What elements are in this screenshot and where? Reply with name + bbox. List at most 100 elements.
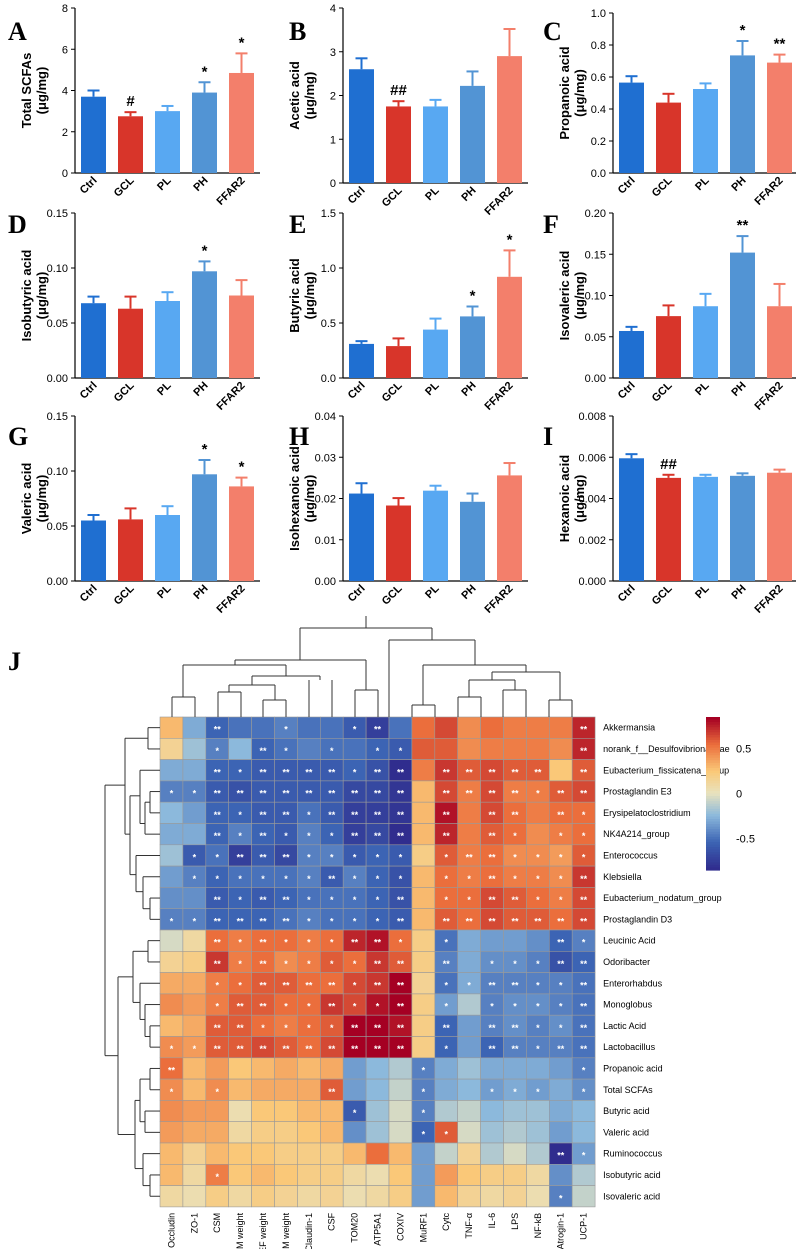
colorbar-segment <box>706 727 720 731</box>
heatmap-col-label: Claudin-1 <box>304 1213 314 1249</box>
y-tick-label: 0.05 <box>47 521 68 533</box>
heatmap-row-label: Valeric acid <box>603 1127 649 1137</box>
heatmap-significance: * <box>582 1065 586 1075</box>
y-tick-label: 0.002 <box>578 535 606 547</box>
heatmap-cell <box>159 844 184 867</box>
heatmap-significance: * <box>261 874 265 884</box>
heatmap-row-label: Eubacterium_fissicatena_group <box>603 765 729 775</box>
category-label: GCL <box>112 174 137 199</box>
heatmap-cell <box>205 1057 230 1080</box>
heatmap-cell <box>182 801 207 824</box>
heatmap-significance: * <box>215 852 219 862</box>
heatmap-significance: ** <box>557 789 565 799</box>
bar-panel-a: A 0 2 4 6 8 Total SCFAs(μg/mg) Ctrl # GCL PL * PH * FF… <box>8 3 260 208</box>
bar-panel-c: C 0.0 0.2 0.4 0.6 0.8 1.0 Propanoic acid(μg/mg)… <box>543 8 796 208</box>
colorbar-segment <box>706 788 720 792</box>
colorbar-segment <box>706 755 720 759</box>
heatmap-cell <box>411 780 436 803</box>
bar-pl <box>155 515 180 581</box>
colorbar-segment <box>706 768 720 772</box>
category-label: PL <box>423 582 442 601</box>
heatmap-cell <box>159 950 184 973</box>
heatmap-cell <box>205 1121 230 1144</box>
heatmap-cell <box>411 993 436 1016</box>
heatmap-significance: * <box>513 1087 517 1097</box>
heatmap-cell <box>297 1142 321 1165</box>
heatmap-significance: * <box>284 725 288 735</box>
heatmap-row-label: Prostaglandin D3 <box>603 914 672 924</box>
heatmap-significance: * <box>330 959 334 969</box>
category-label: FFAR2 <box>482 185 515 218</box>
heatmap-cell <box>411 1164 436 1186</box>
heatmap-significance: ** <box>260 767 268 777</box>
category-label: Ctrl <box>78 583 100 605</box>
heatmap-cell <box>411 1014 436 1037</box>
heatmap-significance: * <box>284 1023 288 1033</box>
heatmap-cell <box>388 1100 413 1123</box>
heatmap-row-label: Akkermansia <box>603 723 655 733</box>
heatmap-significance: ** <box>557 959 565 969</box>
heatmap-significance: ** <box>351 789 359 799</box>
heatmap-significance: ** <box>557 1044 565 1054</box>
heatmap-cell <box>457 1036 481 1059</box>
heatmap-cell <box>434 737 458 760</box>
y-axis-title: Isovaleric acid(μg/mg) <box>557 251 587 341</box>
heatmap-cell <box>251 1121 275 1144</box>
heatmap-cell <box>457 1014 481 1037</box>
heatmap-significance: * <box>193 852 197 862</box>
heatmap-significance: * <box>307 1023 311 1033</box>
heatmap-significance: * <box>238 895 242 905</box>
colorbar-segment <box>706 739 720 744</box>
heatmap-cell <box>548 1100 573 1123</box>
bar-panel-i: I 0.000 0.002 0.004 0.006 0.008 Hexanoic acid(… <box>543 411 796 616</box>
heatmap-significance: * <box>353 852 357 862</box>
bar-ctrl <box>349 69 374 183</box>
panel-letter: C <box>543 17 562 46</box>
heatmap-row-label: Eubacterium_nodatum_group <box>603 893 722 903</box>
heatmap-cell <box>228 1121 252 1144</box>
y-tick-label: 2 <box>62 127 68 139</box>
heatmap-significance: ** <box>489 767 497 777</box>
heatmap-cell <box>365 1100 390 1123</box>
heatmap-cell <box>159 716 184 739</box>
heatmap-significance: * <box>238 959 242 969</box>
heatmap-cell <box>526 929 550 952</box>
colorbar-segment <box>706 862 720 866</box>
y-tick-label: 0.10 <box>47 263 68 275</box>
heatmap-significance: * <box>536 980 540 990</box>
category-label: PH <box>191 380 210 399</box>
heatmap-cell <box>503 1185 527 1208</box>
heatmap-cell <box>411 823 436 846</box>
colorbar-segment <box>706 722 720 726</box>
heatmap-significance: * <box>582 1151 586 1161</box>
heatmap-cell <box>251 1100 275 1123</box>
heatmap-significance: ** <box>397 767 405 777</box>
heatmap-cell <box>297 1057 321 1080</box>
bar-ffar2 <box>497 276 522 378</box>
heatmap-significance: ** <box>580 746 588 756</box>
heatmap-significance: ** <box>282 767 290 777</box>
heatmap-significance: * <box>284 831 288 841</box>
heatmap-cell <box>159 972 184 995</box>
category-label: GCL <box>650 174 675 199</box>
heatmap-cell <box>228 1078 252 1101</box>
y-tick-label: 0.15 <box>47 208 68 220</box>
heatmap-significance: * <box>582 831 586 841</box>
heatmap-col-label: NF-kB <box>533 1213 543 1239</box>
heatmap-cell <box>548 716 573 739</box>
heatmap-cell <box>411 737 436 760</box>
heatmap-cell <box>274 1121 298 1144</box>
y-tick-label: 0.0 <box>321 373 336 385</box>
heatmap-row-label: Prostaglandin E3 <box>603 787 672 797</box>
heatmap-cell <box>182 1142 207 1165</box>
y-axis-title: Isohexanoic acid(μg/mg) <box>287 446 317 551</box>
significance-mark: ## <box>390 82 407 99</box>
colorbar-segment <box>706 742 720 746</box>
heatmap-significance: * <box>193 1044 197 1054</box>
colorbar-segment <box>706 752 720 756</box>
heatmap-cell <box>411 865 436 888</box>
heatmap-significance: * <box>353 874 357 884</box>
heatmap-cell <box>342 1185 367 1208</box>
y-tick-label: 1 <box>330 134 336 146</box>
heatmap-significance: * <box>536 895 540 905</box>
